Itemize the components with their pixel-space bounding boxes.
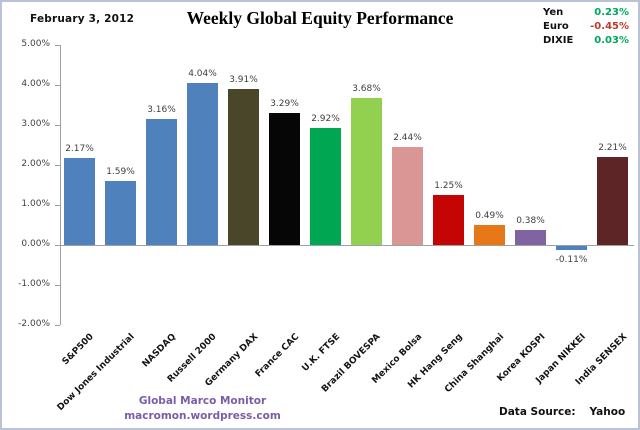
bar-russell-2000 <box>187 83 218 245</box>
bar-japan-nikkei <box>556 246 587 250</box>
bar-u-k-ftse <box>310 128 341 245</box>
fx-row-euro: Euro -0.45% <box>543 20 629 34</box>
fx-value: 0.03% <box>594 35 629 46</box>
fx-value: -0.45% <box>590 21 629 32</box>
bar-value-label: 3.29% <box>270 99 299 109</box>
y-axis-line <box>60 45 61 325</box>
y-axis-tick-label: 5.00% <box>21 39 50 49</box>
fx-label: Euro <box>543 21 569 32</box>
bar-value-label: 1.25% <box>434 181 463 191</box>
bar-china-shanghai <box>474 225 505 245</box>
bar-value-label: 3.68% <box>352 84 381 94</box>
credit-link[interactable]: macromon.wordpress.com <box>124 410 281 422</box>
bar-value-label: 3.91% <box>229 75 258 85</box>
fx-value: 0.23% <box>594 7 629 18</box>
y-axis-tick-mark <box>55 125 60 126</box>
bar-value-label: 3.16% <box>147 105 176 115</box>
data-source: Data Source: Yahoo <box>499 406 625 418</box>
fx-summary-panel: Yen 0.23% Euro -0.45% DIXIE 0.03% <box>543 6 629 48</box>
y-axis-tick-label: 4.00% <box>21 79 50 89</box>
bar-korea-kospi <box>515 230 546 245</box>
y-axis-tick-mark <box>55 285 60 286</box>
x-axis-category-label: U.K. FTSE <box>300 332 343 374</box>
y-axis-tick-label: 3.00% <box>21 119 50 129</box>
y-axis-tick-label: 0.00% <box>21 239 50 249</box>
report-date: February 3, 2012 <box>30 13 135 25</box>
fx-row-yen: Yen 0.23% <box>543 6 629 20</box>
data-source-value: Yahoo <box>589 406 626 418</box>
bar-mexico-bolsa <box>392 147 423 245</box>
y-axis-tick-label: -2.00% <box>18 319 50 329</box>
y-axis-tick-mark <box>55 85 60 86</box>
y-axis-tick-mark <box>55 205 60 206</box>
y-axis-tick-mark <box>55 325 60 326</box>
y-axis-tick-label: -1.00% <box>18 279 50 289</box>
y-axis-tick-mark <box>55 245 60 246</box>
bar-brazil-bovespa <box>351 98 382 245</box>
bar-value-label: 2.44% <box>393 133 422 143</box>
credit-line-1: Global Marco Monitor <box>138 395 267 407</box>
y-axis-tick-mark <box>55 165 60 166</box>
bar-value-label: 2.17% <box>65 144 94 154</box>
bar-value-label: 2.21% <box>598 143 627 153</box>
data-source-label: Data Source: <box>499 406 576 418</box>
x-axis-line <box>60 245 634 246</box>
fx-row-dixie: DIXIE 0.03% <box>543 34 629 48</box>
credit-text: Global Marco Monitor macromon.wordpress.… <box>90 394 315 424</box>
fx-label: Yen <box>543 7 564 18</box>
bar-germany-dax <box>228 89 259 245</box>
x-axis-category-label: NASDAQ <box>140 332 179 370</box>
y-axis-tick-mark <box>55 45 60 46</box>
bar-hk-hang-seng <box>433 195 464 245</box>
bar-nasdaq <box>146 119 177 245</box>
bar-value-label: 0.49% <box>475 211 504 221</box>
x-axis-category-label: France CAC <box>253 332 302 380</box>
bar-dow-jones-industrial <box>105 181 136 245</box>
bar-value-label: 2.92% <box>311 114 340 124</box>
bar-value-label: 4.04% <box>188 69 217 79</box>
bar-value-label: -0.11% <box>555 255 588 265</box>
fx-label: DIXIE <box>543 35 574 46</box>
x-axis-category-label: S&P500 <box>60 332 97 368</box>
bar-india-sensex <box>597 157 628 245</box>
y-axis-tick-label: 2.00% <box>21 159 50 169</box>
bar-s-p500 <box>64 158 95 245</box>
bar-value-label: 0.38% <box>516 216 545 226</box>
bar-france-cac <box>269 113 300 245</box>
bar-value-label: 1.59% <box>106 167 135 177</box>
chart-title: Weekly Global Equity Performance <box>186 8 454 28</box>
y-axis-tick-label: 1.00% <box>21 199 50 209</box>
